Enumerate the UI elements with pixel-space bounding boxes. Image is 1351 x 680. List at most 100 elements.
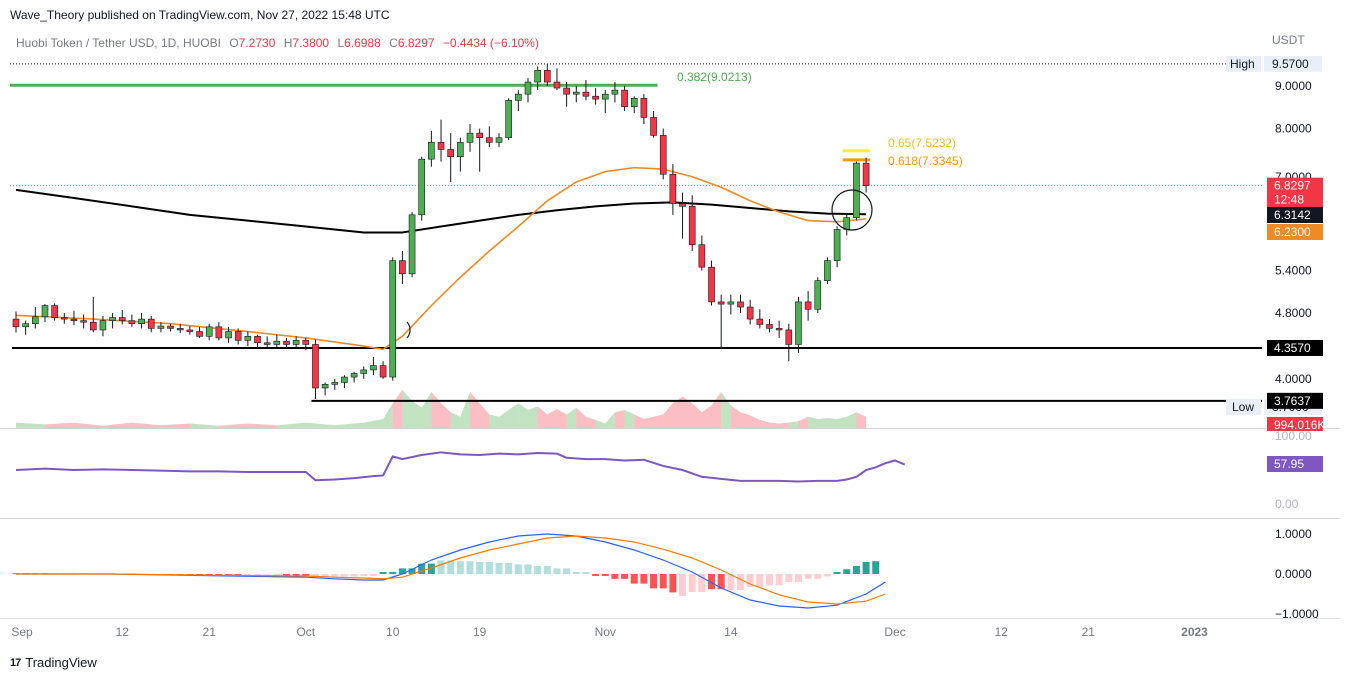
- volume-area-segment: [740, 412, 751, 428]
- macd-histogram-bar: [485, 562, 493, 574]
- publisher-line: Wave_Theory published on TradingView.com…: [10, 8, 390, 22]
- level-value-badge-text: 3.7637: [1274, 394, 1311, 408]
- symbol-name[interactable]: Huobi Token / Tether USD, 1D, HUOBI: [16, 36, 221, 50]
- fib-level-label: 0.618(7.3345): [888, 154, 963, 168]
- volume-area-segment: [750, 415, 760, 428]
- candle: [582, 80, 590, 101]
- macd-axis-tick: 0.0000: [1275, 567, 1312, 581]
- volume-area-segment: [499, 410, 509, 428]
- volume-area-segment: [634, 414, 644, 428]
- volume-area-segment: [392, 389, 403, 428]
- volume-area-segment: [450, 412, 461, 428]
- candle-body: [601, 93, 609, 100]
- candle-body: [273, 340, 281, 345]
- volume-area-segment: [837, 416, 847, 428]
- volume-area-segment: [576, 407, 586, 428]
- macd-histogram-bar: [862, 562, 870, 574]
- macd-histogram-bar: [282, 574, 290, 576]
- tradingview-brand[interactable]: 17 TradingView: [10, 655, 97, 670]
- macd-histogram-bar: [727, 574, 735, 590]
- candle: [292, 336, 300, 348]
- candle: [611, 82, 619, 103]
- macd-histogram-bar: [592, 574, 600, 576]
- candle-body: [621, 89, 628, 107]
- candle-body: [254, 336, 261, 344]
- macd-histogram-bar: [456, 561, 464, 574]
- candle: [515, 90, 522, 111]
- macd-histogram-bar: [514, 564, 522, 574]
- candle: [273, 334, 281, 348]
- candle-body: [495, 137, 503, 143]
- level-value-badge-bg: [1267, 339, 1323, 356]
- macd-histogram-bar: [688, 574, 696, 592]
- volume-area-segment: [682, 396, 693, 428]
- candle: [679, 192, 686, 239]
- candle-body: [746, 306, 754, 320]
- volume-area-segment: [421, 392, 432, 428]
- level-value-badge: 4.3570: [1267, 339, 1323, 356]
- candle: [225, 326, 232, 343]
- candle-body: [292, 340, 300, 345]
- volume-area-segment: [363, 419, 384, 428]
- candle: [495, 133, 503, 148]
- candle: [659, 128, 667, 180]
- volume-area-segment: [653, 414, 664, 428]
- ma-value-badge-text: 6.3142: [1274, 208, 1311, 222]
- candle-body: [331, 382, 339, 385]
- macd-histogram-bar: [321, 574, 329, 577]
- candle: [795, 296, 802, 353]
- macd-line: [16, 533, 886, 609]
- candle: [254, 334, 261, 348]
- candle: [428, 130, 435, 167]
- time-axis-tick: Dec: [884, 625, 905, 639]
- volume-area-segment: [566, 407, 577, 428]
- macd-histogram-bar: [427, 563, 435, 574]
- macd-histogram-bar: [311, 574, 319, 577]
- macd-histogram-bar: [582, 572, 590, 574]
- candle-body: [321, 384, 329, 389]
- macd-histogram-bar: [292, 574, 300, 576]
- candle: [80, 314, 87, 329]
- candle: [775, 320, 783, 338]
- candle: [756, 309, 764, 329]
- volume-area-segment: [247, 423, 277, 428]
- volume-area-segment: [788, 421, 799, 428]
- macd-histogram-bar: [804, 574, 812, 579]
- candle-body: [447, 149, 455, 158]
- candle-body: [196, 331, 203, 337]
- time-axis-tick: Nov: [595, 625, 616, 639]
- macd-histogram-bar: [659, 574, 667, 589]
- candle-body: [350, 373, 358, 378]
- macd-histogram-bar: [466, 561, 474, 574]
- candle-body: [109, 317, 116, 321]
- macd-histogram-bar: [708, 574, 716, 590]
- macd-histogram-bar: [843, 569, 851, 574]
- macd-histogram-bar: [852, 566, 860, 574]
- candle: [814, 277, 822, 314]
- candle-body: [766, 324, 773, 329]
- volume-area-segment: [489, 414, 499, 428]
- macd-histogram-bar: [505, 562, 513, 574]
- candle: [688, 195, 696, 251]
- volume-area-segment: [16, 422, 45, 428]
- volume-area-segment: [614, 410, 625, 428]
- macd-histogram-bar: [563, 568, 571, 574]
- candle: [263, 336, 271, 349]
- volume-area-segment: [218, 423, 248, 428]
- macd-histogram-bar: [679, 574, 687, 596]
- candle: [640, 94, 648, 125]
- macd-histogram-bar: [273, 574, 281, 576]
- candle-body: [659, 135, 667, 175]
- candle: [138, 313, 145, 329]
- volume-area-segment: [305, 422, 335, 428]
- candle-body: [785, 329, 793, 345]
- fib-level-label: 0.382(9.0213): [677, 70, 752, 84]
- candle-body: [457, 142, 464, 158]
- candle: [785, 323, 793, 362]
- candle-body: [341, 376, 348, 383]
- candle: [312, 339, 319, 400]
- macd-histogram-bar: [418, 563, 426, 574]
- candle: [601, 90, 609, 114]
- candle: [708, 260, 715, 306]
